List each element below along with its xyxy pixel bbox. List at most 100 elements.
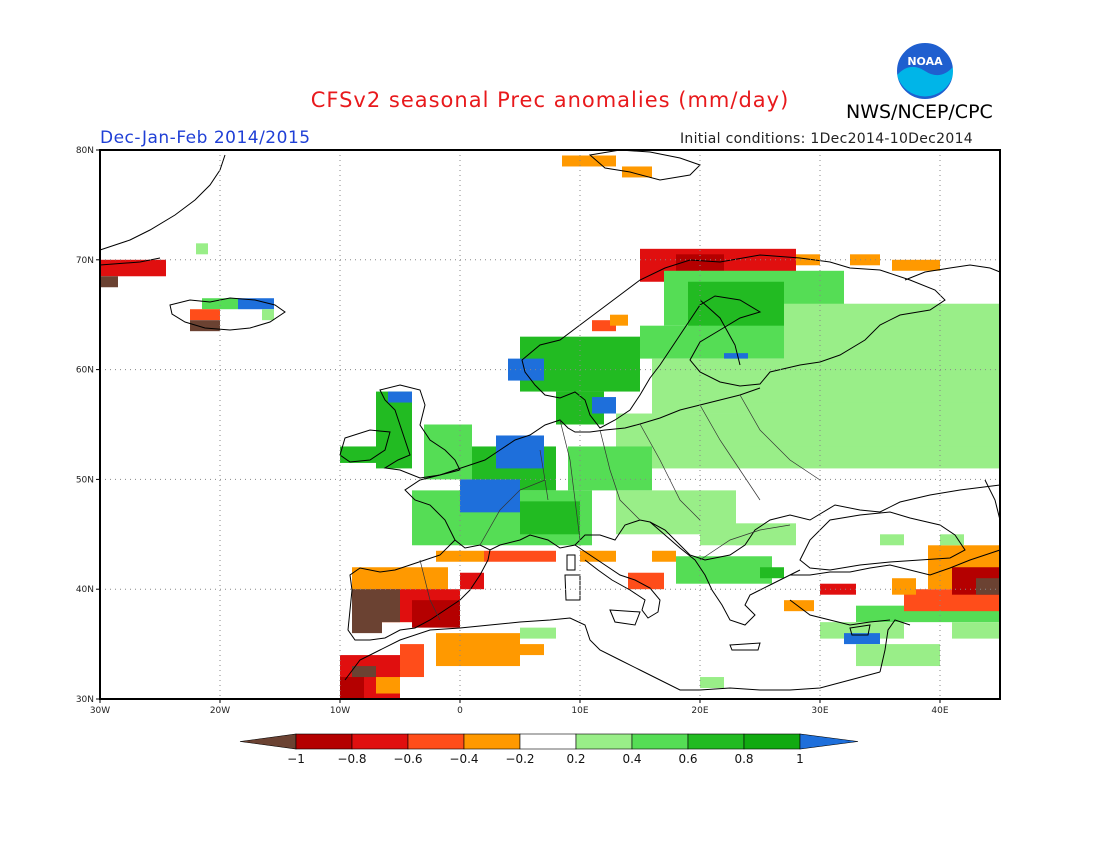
anomaly-cell <box>400 644 424 678</box>
anomaly-cell <box>622 166 652 178</box>
anomaly-cell <box>520 501 580 535</box>
agency-label: NWS/NCEP/CPC <box>846 101 993 123</box>
anomaly-cell <box>496 435 544 469</box>
border-5 <box>739 394 821 481</box>
anomaly-cell <box>892 578 916 595</box>
border-9 <box>699 524 791 561</box>
anomaly-cell <box>940 534 964 546</box>
lon-tick-label: 10E <box>571 706 588 716</box>
colorbar-label: 0.2 <box>566 752 585 766</box>
lat-tick-label: 40N <box>76 585 94 595</box>
coast-caspian <box>984 479 1001 521</box>
anomaly-cell <box>190 309 220 321</box>
coast-iberia <box>347 539 491 641</box>
border-4 <box>699 404 761 501</box>
anomaly-cell <box>676 556 772 584</box>
lon-tick-label: 20E <box>691 706 708 716</box>
anomaly-cell <box>952 622 1000 639</box>
anomaly-cell <box>592 320 616 332</box>
anomaly-cell <box>856 342 1000 359</box>
colorbar-label: −0.6 <box>393 752 422 766</box>
colorbar: −1 −0.8 −0.6 −0.4 −0.2 0.2 0.4 0.6 0.8 1 <box>239 733 859 766</box>
coastlines <box>99 149 1001 691</box>
coast-arctic-russia <box>904 264 1001 281</box>
anomaly-cell <box>100 276 118 288</box>
border-1 <box>559 419 581 541</box>
coast-levant <box>879 619 911 673</box>
noaa-logo: NOAA <box>895 41 955 101</box>
anomaly-cell <box>388 391 412 403</box>
border-7 <box>419 559 441 621</box>
coast-turkey <box>789 549 1001 626</box>
anomaly-cell <box>520 627 556 639</box>
lon-tick-label: 30W <box>90 706 110 716</box>
colorbar-swatch <box>687 733 745 750</box>
map-title: CFSv2 seasonal Prec anomalies (mm/day) <box>310 88 790 112</box>
colorbar-label: −0.4 <box>449 752 478 766</box>
coast-ireland <box>339 429 391 463</box>
lon-tick-label: 40E <box>931 706 948 716</box>
lon-tick-label: 30E <box>811 706 828 716</box>
anomaly-cell <box>856 644 940 667</box>
anomaly-cell <box>748 402 1000 447</box>
lat-tick-label: 30N <box>76 695 94 705</box>
colorbar-swatch <box>407 733 465 750</box>
lon-tick-label: 10W <box>330 706 350 716</box>
anomaly-cell <box>376 391 412 469</box>
anomaly-cell <box>460 479 520 513</box>
lon-tick-label: 0 <box>457 706 463 716</box>
anomaly-cell <box>520 644 544 656</box>
initial-conditions-label: Initial conditions: 1Dec2014-10Dec2014 <box>680 131 973 147</box>
anomaly-cell <box>562 155 616 167</box>
anomaly-cell <box>820 583 856 595</box>
anomaly-cell <box>616 490 736 535</box>
axis-labels: 30W 20W 10W 0 10E 20E 30E 40E 30N 40N 50N 60N 70N 80N <box>76 146 949 716</box>
anomaly-cell <box>376 677 400 694</box>
anomaly-cell <box>820 622 904 639</box>
lat-tick-label: 60N <box>76 366 94 376</box>
svg-text:NOAA: NOAA <box>907 55 943 68</box>
colorbar-swatch <box>631 733 689 750</box>
anomaly-cell <box>340 446 376 463</box>
borders <box>419 394 821 621</box>
lat-tick-label: 50N <box>76 475 94 485</box>
anomaly-cell <box>352 666 376 678</box>
anomaly-cell <box>202 298 238 310</box>
border-nordic <box>699 299 741 366</box>
colorbar-swatch <box>463 733 521 750</box>
anomaly-cell <box>700 677 724 689</box>
anomaly-cell <box>784 600 814 612</box>
colorbar-swatch <box>295 733 353 750</box>
colorbar-right-arrow <box>799 733 859 750</box>
anomaly-cell <box>190 320 220 332</box>
anomaly-cell <box>436 550 484 562</box>
anomaly-cells <box>100 155 1000 699</box>
season-label: Dec-Jan-Feb 2014/2015 <box>100 128 311 148</box>
anomaly-cell <box>262 309 274 321</box>
colorbar-label: 0.6 <box>678 752 697 766</box>
border-8 <box>539 449 549 501</box>
anomaly-cell <box>628 572 664 590</box>
colorbar-left-arrow <box>239 733 297 750</box>
coast-britain <box>379 384 461 479</box>
colorbar-label: 0.4 <box>622 752 641 766</box>
anomaly-cell <box>352 616 382 634</box>
colorbar-label: 1 <box>796 752 804 766</box>
coast-cyprus <box>849 624 871 636</box>
lon-tick-label: 20W <box>210 706 230 716</box>
anomaly-cell <box>592 397 616 414</box>
anomaly-cell <box>196 243 208 255</box>
border-6 <box>479 479 546 546</box>
plot-frame <box>99 149 1001 700</box>
anomaly-cell <box>844 633 880 645</box>
anomaly-cell <box>484 550 556 562</box>
anomaly-cell <box>580 550 616 562</box>
colorbar-swatch <box>519 733 577 750</box>
coast-scandinavia <box>521 254 946 429</box>
coast-crete <box>729 642 761 651</box>
colorbar-swatch <box>743 733 801 750</box>
coast-balkans <box>649 521 801 626</box>
colorbar-swatch <box>351 733 409 750</box>
coast-greenland <box>99 154 226 266</box>
